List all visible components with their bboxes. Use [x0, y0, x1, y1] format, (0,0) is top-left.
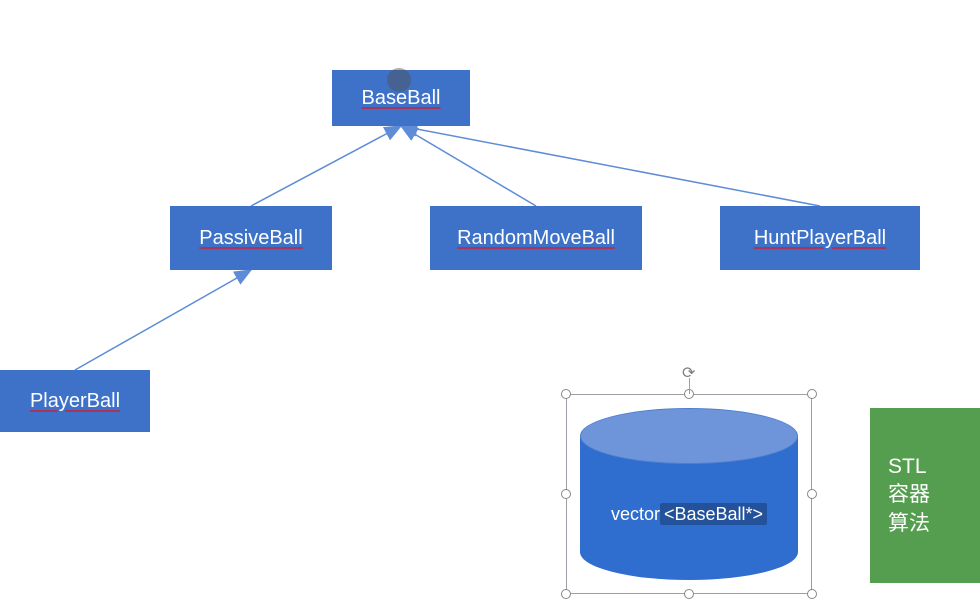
node-label: HuntPlayerBall — [754, 227, 886, 250]
cylinder-label-prefix: vector — [611, 504, 660, 524]
node-huntplayerball[interactable]: HuntPlayerBall — [720, 206, 920, 270]
cursor-indicator — [387, 68, 411, 92]
stl-line: 算法 — [888, 510, 930, 538]
rotate-handle[interactable]: ⟳ — [682, 363, 696, 377]
node-label: PassiveBall — [199, 227, 302, 250]
node-label: RandomMoveBall — [457, 227, 615, 250]
diagram-canvas: BaseBall PassiveBall RandomMoveBall Hunt… — [0, 0, 980, 613]
rotate-handle-stem — [689, 378, 690, 394]
resize-handle[interactable] — [807, 589, 817, 599]
resize-handle[interactable] — [807, 489, 817, 499]
cylinder-label: vector<BaseBall*> — [580, 504, 798, 525]
stl-line: 容器 — [888, 481, 930, 509]
cylinder-top-ellipse — [580, 408, 798, 464]
cylinder-label-template: <BaseBall*> — [660, 503, 767, 525]
resize-handle[interactable] — [807, 389, 817, 399]
stl-line: STL — [888, 453, 927, 481]
node-randommoveball[interactable]: RandomMoveBall — [430, 206, 642, 270]
resize-handle[interactable] — [561, 489, 571, 499]
resize-handle[interactable] — [561, 389, 571, 399]
resize-handle[interactable] — [561, 589, 571, 599]
cylinder-shape[interactable]: vector<BaseBall*> — [580, 408, 798, 580]
resize-handle[interactable] — [684, 589, 694, 599]
node-playerball[interactable]: PlayerBall — [0, 370, 150, 432]
stl-box[interactable]: STL 容器 算法 — [870, 408, 980, 583]
node-passiveball[interactable]: PassiveBall — [170, 206, 332, 270]
node-label: PlayerBall — [30, 390, 120, 413]
edges-layer — [0, 0, 980, 613]
